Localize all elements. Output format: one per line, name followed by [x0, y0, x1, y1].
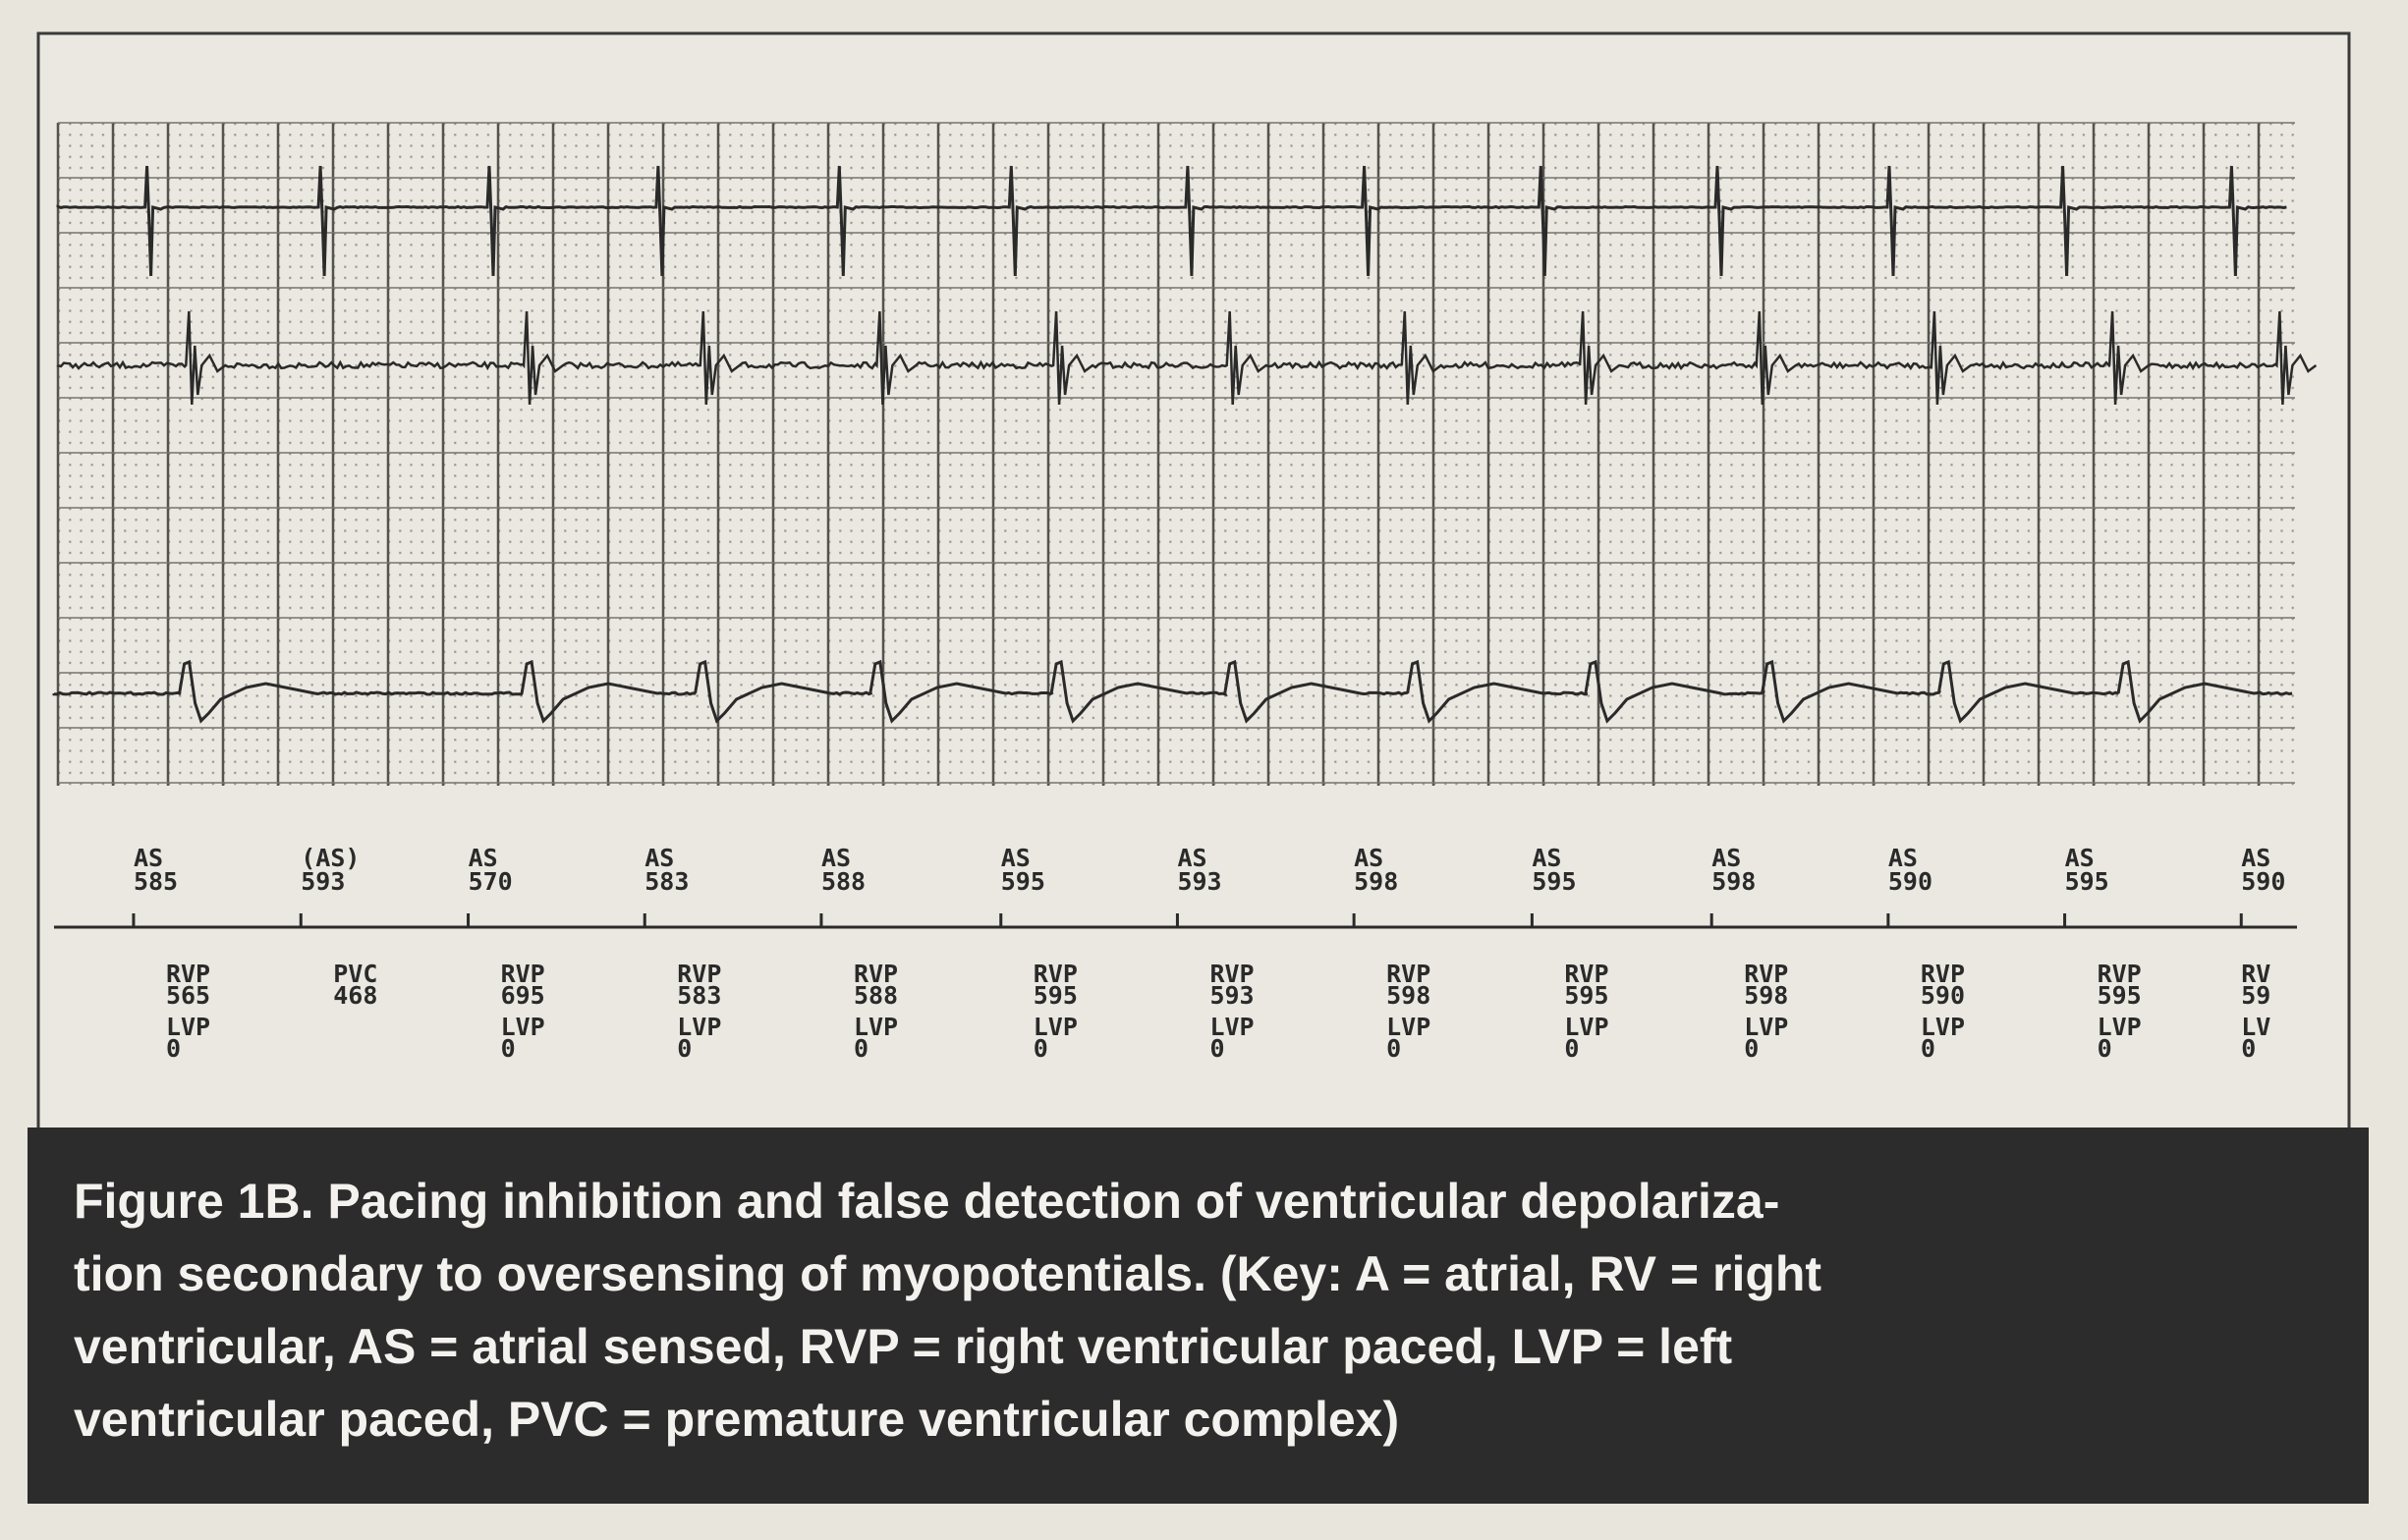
lv-value: 0: [2241, 1034, 2256, 1063]
lv-marker: LVP: [1209, 1013, 1254, 1041]
ventricular-interval: 59: [2241, 981, 2270, 1010]
ecg-traces: [52, 165, 2318, 724]
ventricular-marker: RVP: [2098, 960, 2142, 988]
lv-value: 0: [1209, 1034, 1224, 1063]
ventricular-marker: RVP: [166, 960, 210, 988]
lv-marker: LVP: [166, 1013, 210, 1041]
atrial-interval: 590: [2241, 867, 2285, 896]
lv-value: 0: [854, 1034, 868, 1063]
ventricular-interval: 565: [166, 981, 210, 1010]
atrial-marker: AS: [1532, 844, 1561, 872]
atrial-marker: AS: [1001, 844, 1031, 872]
atrial-interval: 570: [469, 867, 513, 896]
caption: Figure 1B. Pacing inhibition and false d…: [74, 1174, 1821, 1447]
caption-line: ventricular, AS = atrial sensed, RVP = r…: [74, 1319, 1733, 1374]
atrial-interval: 590: [1888, 867, 1932, 896]
atrial-marker: AS: [134, 844, 163, 872]
lv-value: 0: [1744, 1034, 1759, 1063]
atrial-marker: AS: [2065, 844, 2095, 872]
ventricular-interval: 695: [501, 981, 545, 1010]
atrial-interval: 598: [1711, 867, 1756, 896]
ventricular-marker: RV: [2241, 960, 2270, 988]
lv-value: 0: [677, 1034, 692, 1063]
atrial-marker: AS: [1711, 844, 1741, 872]
lv-value: 0: [1034, 1034, 1048, 1063]
atrial-interval: 583: [644, 867, 689, 896]
atrial-interval: 588: [821, 867, 866, 896]
ventricular-interval: 595: [2098, 981, 2142, 1010]
lv-value: 0: [166, 1034, 181, 1063]
atrial-marker: AS: [821, 844, 851, 872]
ecg-trace: [56, 165, 2287, 277]
ventricular-interval: 588: [854, 981, 898, 1010]
ventricular-interval: 468: [333, 981, 377, 1010]
marker-channel: AS585RVP565LVP0(AS)593PVC468AS570RVP695L…: [132, 844, 2285, 1063]
ventricular-interval: 595: [1564, 981, 1608, 1010]
ventricular-interval: 583: [677, 981, 721, 1010]
lv-marker: LVP: [677, 1013, 721, 1041]
atrial-marker: (AS): [301, 844, 360, 872]
caption-line: tion secondary to oversensing of myopote…: [74, 1246, 1821, 1301]
atrial-marker: AS: [1177, 844, 1206, 872]
ecg-major-grid: [56, 122, 2295, 786]
ventricular-interval: 598: [1744, 981, 1788, 1010]
lv-value: 0: [1921, 1034, 1935, 1063]
atrial-interval: 598: [1354, 867, 1398, 896]
ventricular-interval: 590: [1921, 981, 1965, 1010]
lv-marker: LV: [2241, 1013, 2270, 1041]
atrial-marker: AS: [1888, 844, 1918, 872]
lv-marker: LVP: [1744, 1013, 1788, 1041]
ventricular-interval: 598: [1386, 981, 1430, 1010]
caption-line: ventricular paced, PVC = premature ventr…: [74, 1392, 1399, 1447]
caption-line: Figure 1B. Pacing inhibition and false d…: [74, 1174, 1779, 1229]
lv-marker: LVP: [854, 1013, 898, 1041]
atrial-interval: 595: [2065, 867, 2109, 896]
ecg-trace: [56, 310, 2318, 406]
atrial-interval: 595: [1532, 867, 1576, 896]
atrial-interval: 595: [1001, 867, 1045, 896]
atrial-interval: 593: [1177, 867, 1221, 896]
ventricular-marker: RVP: [501, 960, 545, 988]
ventricular-marker: RVP: [677, 960, 721, 988]
lv-marker: LVP: [1034, 1013, 1078, 1041]
ventricular-marker: RVP: [1564, 960, 1608, 988]
ventricular-marker: RVP: [1744, 960, 1788, 988]
atrial-marker: AS: [1354, 844, 1383, 872]
ventricular-marker: RVP: [1209, 960, 1254, 988]
ventricular-marker: RVP: [1386, 960, 1430, 988]
caption-box: [28, 1128, 2369, 1504]
ventricular-marker: RVP: [854, 960, 898, 988]
ventricular-marker: RVP: [1034, 960, 1078, 988]
lv-value: 0: [501, 1034, 516, 1063]
lv-marker: LVP: [2098, 1013, 2142, 1041]
ventricular-marker: RVP: [1921, 960, 1965, 988]
ventricular-interval: 593: [1209, 981, 1254, 1010]
lv-marker: LVP: [1386, 1013, 1430, 1041]
atrial-interval: 593: [301, 867, 345, 896]
ecg-minor-grid: [58, 123, 2295, 786]
atrial-marker: AS: [644, 844, 674, 872]
lv-marker: LVP: [1564, 1013, 1608, 1041]
atrial-interval: 585: [134, 867, 178, 896]
lv-marker: LVP: [501, 1013, 545, 1041]
lv-value: 0: [1564, 1034, 1579, 1063]
lv-value: 0: [1386, 1034, 1401, 1063]
atrial-marker: AS: [2241, 844, 2270, 872]
atrial-marker: AS: [469, 844, 498, 872]
ecg-trace: [52, 659, 2293, 724]
ventricular-interval: 595: [1034, 981, 1078, 1010]
lv-marker: LVP: [1921, 1013, 1965, 1041]
ventricular-marker: PVC: [333, 960, 377, 988]
lv-value: 0: [2098, 1034, 2112, 1063]
